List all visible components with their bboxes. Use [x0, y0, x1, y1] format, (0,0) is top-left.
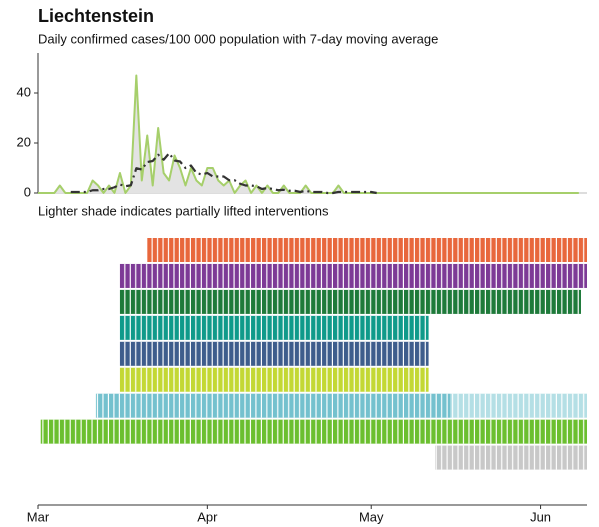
cell-divider	[40, 419, 588, 444]
x-tick-label: May	[359, 509, 384, 524]
y-tick-label: 20	[17, 134, 31, 149]
x-tick-label: Apr	[197, 509, 218, 524]
cell-divider	[119, 341, 429, 366]
cell-divider	[119, 289, 581, 314]
line	[38, 74, 579, 194]
x-tick-label: Jun	[530, 509, 551, 524]
y-tick-label: 0	[24, 184, 31, 199]
cell-divider	[119, 367, 429, 392]
cell-divider	[119, 263, 587, 288]
line	[70, 152, 377, 195]
chart-subtitle: Daily confirmed cases/100 000 population…	[38, 31, 438, 46]
cell-divider	[119, 315, 429, 340]
y-tick-label: 40	[17, 84, 31, 99]
cell-divider	[435, 445, 587, 470]
chart-title: Liechtenstein	[38, 6, 154, 26]
cell-divider	[147, 238, 588, 262]
x-tick-label: Mar	[27, 509, 50, 524]
cell-divider	[95, 393, 587, 418]
timeline-note: Lighter shade indicates partially lifted…	[38, 203, 329, 218]
